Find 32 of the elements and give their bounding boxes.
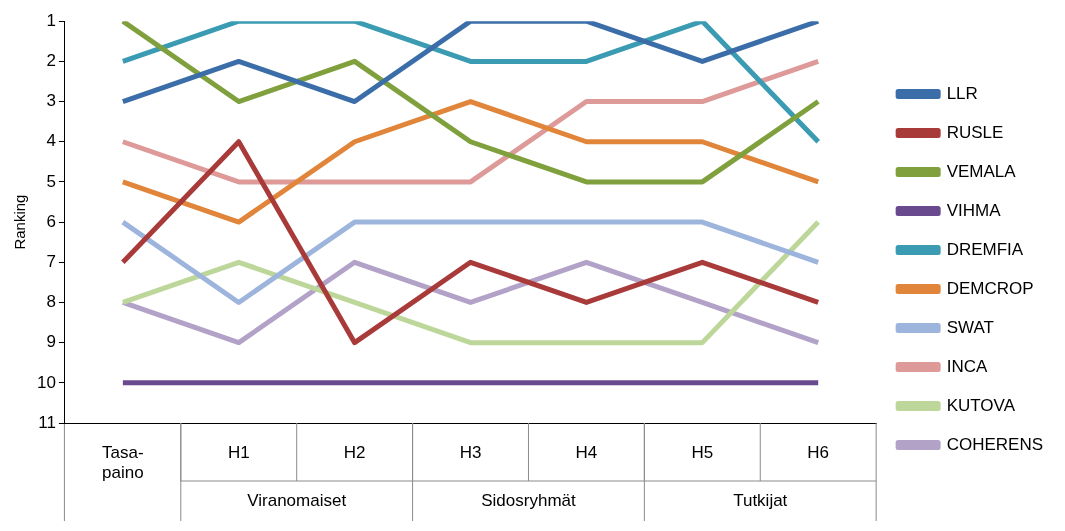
legend-label: DEMCROP [946,278,1034,298]
legend-label: INCA [946,356,988,376]
text: Sidosryhmät [481,490,576,510]
y-tick-label: 9 [46,332,56,352]
legend-label: VEMALA [946,161,1017,181]
x-tick-label: H5 [691,442,714,462]
y-tick-label: 11 [38,412,56,432]
legend-label: LLR [946,83,978,103]
x-tick-label: Tasa-paino [102,442,144,483]
legend-label: KUTOVA [946,395,1016,415]
legend-label: RUSLE [946,122,1004,142]
legend-label: DREMFIA [946,239,1024,259]
y-tick-label: 3 [46,91,56,111]
text: Tutkijat [733,490,788,510]
y-tick-label: 6 [46,211,56,231]
y-axis-title: Ranking [11,194,29,250]
y-tick-label: 4 [46,131,56,151]
x-tick-label: H3 [459,442,482,462]
legend-label: VIHMA [946,200,1002,220]
y-tick-label: 7 [46,251,56,271]
legend-label: SWAT [946,317,994,337]
x-tick-label: H4 [575,442,598,462]
x-tick-label: H2 [343,442,366,462]
y-tick-label: 2 [46,51,56,71]
y-tick-label: 8 [46,292,56,312]
y-tick-label: 1 [46,10,56,30]
y-tick-label: 5 [46,171,56,191]
y-tick-label: 10 [36,372,56,392]
legend-label: COHERENS [946,434,1044,454]
x-tick-label: H6 [807,442,830,462]
x-tick-label: H1 [227,442,250,462]
text: Viranomaiset [247,490,347,510]
